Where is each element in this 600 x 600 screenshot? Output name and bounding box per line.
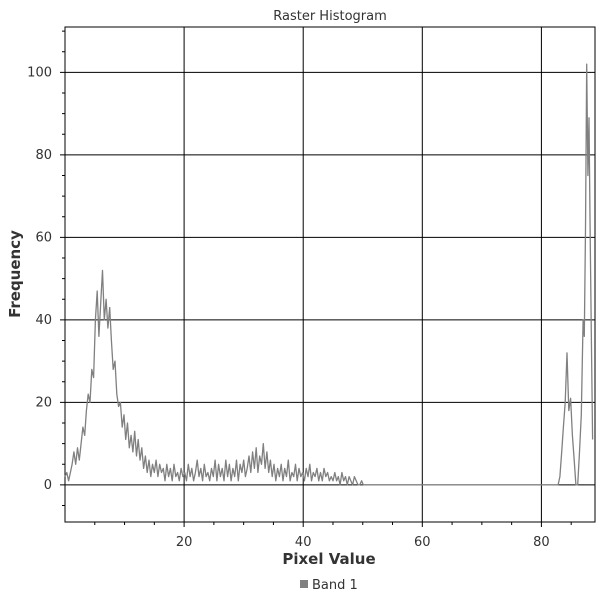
- y-tick-label: 60: [35, 230, 52, 245]
- y-axis-label: Frequency: [6, 230, 24, 318]
- gridlines: [65, 27, 595, 522]
- y-tick-label: 80: [35, 148, 52, 163]
- y-tick-label: 100: [27, 65, 52, 80]
- x-tick-label: 40: [295, 535, 312, 550]
- x-tick-label: 20: [176, 535, 193, 550]
- legend: Band 1: [300, 578, 358, 593]
- x-tick-label: 80: [533, 535, 550, 550]
- chart-title: Raster Histogram: [273, 9, 387, 24]
- legend-label-band-1: Band 1: [312, 578, 358, 593]
- x-tick-label: 60: [414, 535, 431, 550]
- y-tick-label: 0: [44, 478, 52, 493]
- axis-ticks: 0 20 40 60 80 100 20 40 60 80: [27, 30, 572, 550]
- plot-area-frame: [64, 26, 596, 523]
- y-tick-label: 40: [35, 313, 52, 328]
- histogram-series-line: [64, 63, 594, 486]
- legend-swatch-band-1: [300, 580, 308, 588]
- data-layer: [64, 63, 594, 486]
- y-tick-label: 20: [35, 395, 52, 410]
- x-axis-label: Pixel Value: [282, 550, 375, 568]
